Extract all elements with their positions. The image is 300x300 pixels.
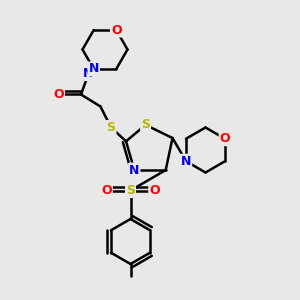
Text: N: N [181, 155, 191, 168]
Text: S: S [141, 118, 150, 131]
Text: O: O [53, 88, 64, 101]
Text: N: N [129, 164, 140, 177]
Text: N: N [88, 62, 99, 76]
Text: O: O [101, 184, 112, 197]
Text: O: O [220, 132, 230, 145]
Text: S: S [126, 184, 135, 197]
Text: N: N [83, 67, 94, 80]
Text: O: O [111, 23, 122, 37]
Text: O: O [149, 184, 160, 197]
Text: S: S [106, 121, 116, 134]
